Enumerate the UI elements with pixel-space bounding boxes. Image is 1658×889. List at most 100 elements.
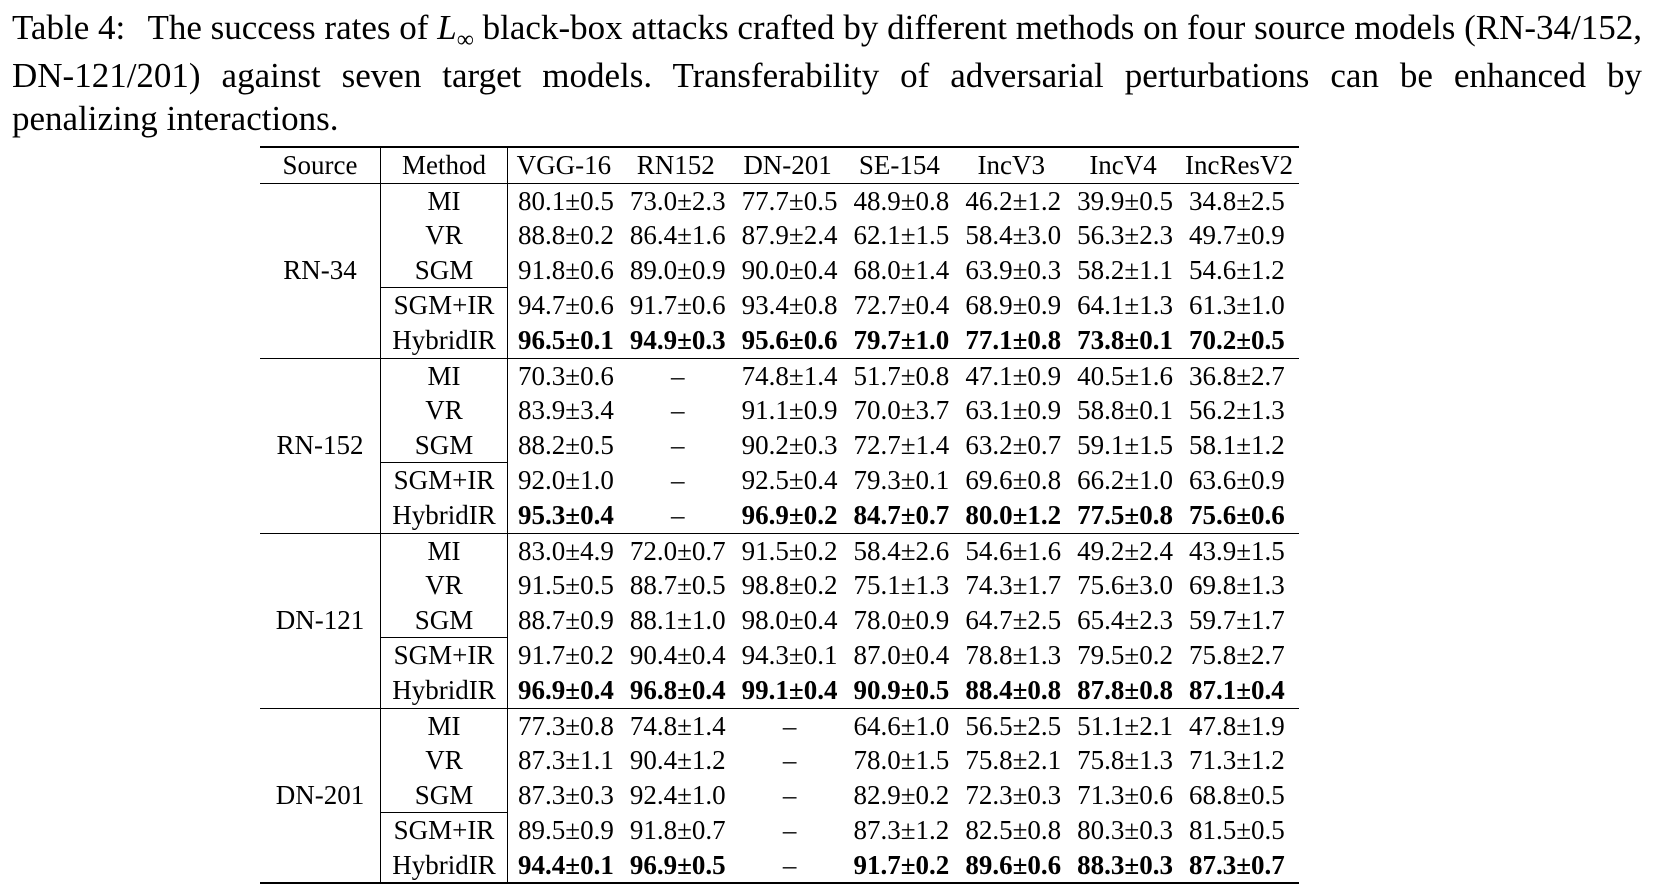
value-cell-rn152: 90.4±0.4 xyxy=(629,640,726,671)
value-cell-rn152: 72.0±0.7 xyxy=(629,535,726,566)
method-cell: HybridIR xyxy=(380,322,508,359)
value-cell-se154: 48.9±0.8 xyxy=(853,185,950,216)
value-cell-vgg16: 87.3±1.1 xyxy=(518,745,614,776)
value-cell-rn152: – xyxy=(670,395,685,426)
value-cell-incv3: 47.1±0.9 xyxy=(965,360,1062,391)
value-cell-vgg16: 95.3±0.4 xyxy=(507,497,620,534)
value-cell-rn152: 91.8±0.7 xyxy=(629,815,726,846)
method-cell: VR xyxy=(380,568,508,603)
value-cell-incresv2: 54.6±1.2 xyxy=(1188,255,1285,286)
value-cell-dn201: – xyxy=(731,847,844,885)
value-cell-rn152: – xyxy=(670,430,685,460)
value-cell-se154: 90.9±0.5 xyxy=(843,672,956,709)
value-cell-se154: 78.0±1.5 xyxy=(853,745,950,776)
caption-math: L∞ xyxy=(437,8,474,53)
table-caption: Table 4: The success rates of L∞ black-b… xyxy=(12,6,1642,140)
table-row: RN-152 MI 70.3±0.6 – 74.8±1.4 51.7±0.8 47.1±0.… xyxy=(260,358,1299,534)
value-cell-vgg16: 83.0±4.9 xyxy=(518,535,614,566)
value-cell-incv3: 63.9±0.3 xyxy=(965,255,1062,286)
method-cell: SGM xyxy=(380,777,508,813)
value-cell-incv3: 78.8±1.3 xyxy=(965,640,1062,671)
value-cell-rn152: – xyxy=(619,497,732,534)
header-method: Method xyxy=(380,145,508,184)
value-cell-incv3: 68.9±0.9 xyxy=(965,290,1062,321)
value-cell-incv4: 71.3±0.6 xyxy=(1077,779,1173,810)
value-cell-incv4: 58.2±1.1 xyxy=(1077,255,1173,286)
value-cell-se154: 51.7±0.8 xyxy=(853,360,950,391)
table-header: Source Method VGG-16 RN152 DN-201 SE-154… xyxy=(260,145,1299,184)
value-cell-se154: 64.6±1.0 xyxy=(853,710,950,741)
caption-text-after: black-box attacks crafted by different m… xyxy=(12,8,1643,138)
method-cell: SGM+IR xyxy=(380,637,508,673)
value-cell-dn201: 96.9±0.2 xyxy=(731,497,844,534)
value-cell-dn201: 74.8±1.4 xyxy=(741,360,838,391)
value-cell-incv4: 79.5±0.2 xyxy=(1077,640,1173,671)
value-cell-rn152: 92.4±1.0 xyxy=(629,779,726,810)
value-cell-incv3: 88.4±0.8 xyxy=(955,672,1068,709)
value-cell-incv4: 80.3±0.3 xyxy=(1077,815,1173,846)
method-cell: SGM xyxy=(380,252,508,288)
value-cell-dn201: 91.5±0.2 xyxy=(741,535,838,566)
value-cell-rn152: 91.7±0.6 xyxy=(629,290,726,321)
value-cell-incv4: 51.1±2.1 xyxy=(1077,710,1173,741)
value-cell-incresv2: 47.8±1.9 xyxy=(1188,710,1285,741)
table-row: SGM+IR 91.7±0.2 90.4±0.4 94.3±0.1 87.0±0.4 78… xyxy=(260,637,1299,673)
value-cell-dn201: 98.0±0.4 xyxy=(741,604,838,635)
value-cell-vgg16: 91.5±0.5 xyxy=(518,570,614,601)
value-cell-dn201: 87.9±2.4 xyxy=(741,220,838,251)
value-cell-incresv2: 49.7±0.9 xyxy=(1188,220,1285,251)
header-row: Source Method VGG-16 RN152 DN-201 SE-154… xyxy=(260,145,1299,184)
table-row: RN-34 MI 80.1±0.5 73.0±2.3 77.7±0.5 48.9±0.8 4… xyxy=(260,183,1299,359)
value-cell-se154: 79.7±1.0 xyxy=(843,322,956,359)
value-cell-vgg16: 70.3±0.6 xyxy=(518,360,614,391)
value-cell-incv3: 77.1±0.8 xyxy=(955,322,1068,359)
table-row: SGM+IR 92.0±1.0 – 92.5±0.4 79.3±0.1 69.6±0.8 6… xyxy=(260,462,1299,498)
value-cell-incv4: 58.8±0.1 xyxy=(1077,395,1173,426)
table-row: VR 88.8±0.2 86.4±1.6 87.9±2.4 62.1±1.5 58.4±3… xyxy=(260,218,1299,253)
value-cell-vgg16: 92.0±1.0 xyxy=(518,465,614,496)
value-cell-incv4: 77.5±0.8 xyxy=(1067,497,1179,534)
value-cell-rn152: – xyxy=(670,465,685,496)
method-cell: MI xyxy=(380,708,508,744)
value-cell-incv4: 66.2±1.0 xyxy=(1077,465,1173,496)
value-cell-incv4: 73.8±0.1 xyxy=(1067,322,1179,359)
caption-math-subscript: ∞ xyxy=(456,27,474,53)
value-cell-dn201: – xyxy=(782,815,797,846)
value-cell-se154: 87.0±0.4 xyxy=(853,640,950,671)
value-cell-se154: 72.7±0.4 xyxy=(853,290,950,321)
value-cell-se154: 78.0±0.9 xyxy=(853,604,950,635)
value-cell-vgg16: 88.2±0.5 xyxy=(518,430,614,460)
method-cell: MI xyxy=(380,183,508,219)
method-cell: SGM+IR xyxy=(380,462,508,498)
value-cell-incresv2: 75.8±2.7 xyxy=(1188,640,1285,671)
method-cell: VR xyxy=(380,218,508,253)
value-cell-rn152: 89.0±0.9 xyxy=(629,255,726,286)
value-cell-incv3: 80.0±1.2 xyxy=(955,497,1068,534)
value-cell-se154: 62.1±1.5 xyxy=(853,220,950,251)
method-cell: HybridIR xyxy=(380,672,508,709)
value-cell-dn201: 99.1±0.4 xyxy=(731,672,844,709)
method-cell: SGM+IR xyxy=(380,287,508,323)
table-row: SGM 88.2±0.5 – 90.2±0.3 72.7±1.4 63.2±0.7 59.1… xyxy=(260,427,1299,463)
value-cell-dn201: 92.5±0.4 xyxy=(741,465,838,496)
source-cell: DN-201 xyxy=(260,708,381,885)
value-cell-vgg16: 77.3±0.8 xyxy=(518,710,614,741)
value-cell-vgg16: 94.7±0.6 xyxy=(518,290,614,321)
value-cell-incresv2: 87.3±0.7 xyxy=(1178,847,1299,885)
method-cell: VR xyxy=(380,393,508,428)
value-cell-incresv2: 75.6±0.6 xyxy=(1178,497,1299,534)
table-row: VR 91.5±0.5 88.7±0.5 98.8±0.2 75.1±1.3 74.3±1… xyxy=(260,568,1299,603)
value-cell-rn152: 96.9±0.5 xyxy=(619,847,732,885)
value-cell-incv3: 64.7±2.5 xyxy=(965,604,1062,635)
header-rn152: RN152 xyxy=(619,145,732,184)
value-cell-vgg16: 80.1±0.5 xyxy=(518,185,614,216)
value-cell-incresv2: 63.6±0.9 xyxy=(1188,465,1285,496)
value-cell-dn201: 90.2±0.3 xyxy=(741,430,838,460)
value-cell-incv4: 64.1±1.3 xyxy=(1077,290,1173,321)
value-cell-se154: 72.7±1.4 xyxy=(853,430,950,460)
table-row: VR 87.3±1.1 90.4±1.2 – 78.0±1.5 75.8±2.1 75.8±… xyxy=(260,743,1299,778)
value-cell-se154: 91.7±0.2 xyxy=(843,847,956,885)
table-row: SGM 91.8±0.6 89.0±0.9 90.0±0.4 68.0±1.4 63.9±… xyxy=(260,252,1299,288)
caption-math-symbol: L xyxy=(437,8,457,47)
source-cell: DN-121 xyxy=(260,533,381,709)
